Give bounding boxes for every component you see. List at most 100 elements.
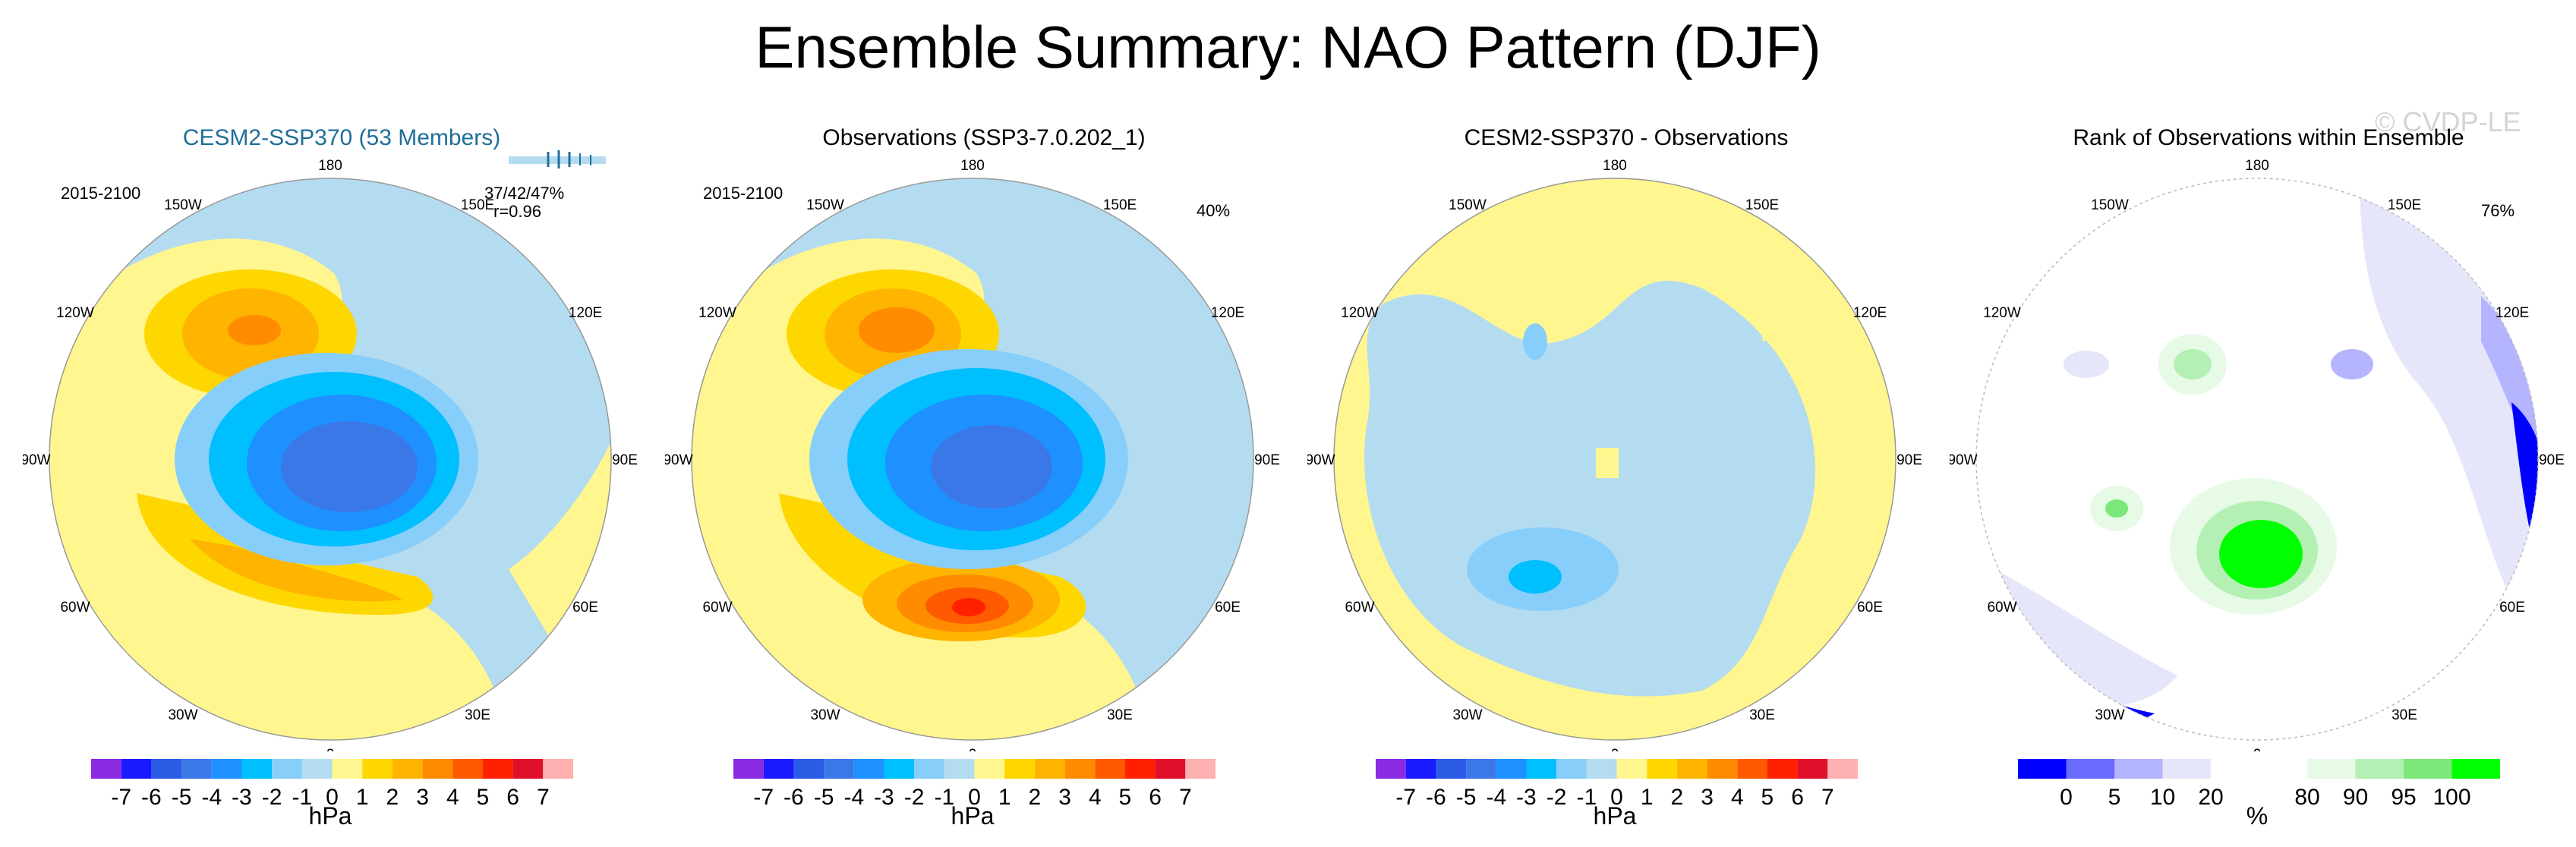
colorbar-tick-label: 7 (1821, 785, 1834, 810)
longitude-label: 30W (1452, 707, 1482, 723)
colorbar-box (241, 759, 273, 779)
colorbar-box (1095, 759, 1125, 779)
colorbar-box (2451, 759, 2500, 779)
polar-map: 180 150E 120E 90E 60E 30E 0 30W 60W 90W 120W 150W (1950, 158, 2565, 751)
longitude-label: 120E (2496, 305, 2529, 321)
longitude-label: 60E (2499, 600, 2525, 616)
colorbar-tick-label: -7 (1395, 785, 1416, 810)
longitude-label: 150W (2091, 197, 2129, 213)
colorbar-box (2066, 759, 2114, 779)
longitude-label: 60E (572, 600, 598, 616)
colorbar-box (1004, 759, 1035, 779)
colorbar-box (181, 759, 212, 779)
panel-ensemble-mean: CESM2-SSP370 (53 Members) 2015-2100 (23, 114, 661, 842)
longitude-label: 30W (168, 707, 197, 723)
percent-label: 40% (1197, 201, 1231, 220)
colorbar-box (2259, 758, 2308, 779)
longitude-label: 0 (969, 747, 977, 751)
colorbar-box (2355, 759, 2404, 779)
watermark: © CVDP-LE (2375, 106, 2521, 137)
colorbar-box (151, 759, 182, 779)
colorbar-tick-label: 3 (1058, 785, 1071, 810)
colorbar-box (543, 759, 573, 779)
colorbar-box (1496, 759, 1527, 779)
longitude-label: 120E (569, 305, 602, 321)
colorbar-tick-label: -4 (843, 785, 864, 810)
period-label: 2015-2100 (703, 184, 784, 203)
colorbar-box (392, 759, 423, 779)
colorbar-tick-label: 80 (2294, 785, 2319, 810)
longitude-label: 90E (1254, 452, 1280, 468)
longitude-label: 180 (318, 158, 342, 174)
colorbar-box (2162, 759, 2211, 779)
colorbar-tick-label: 1 (356, 785, 369, 810)
colorbar-box (512, 759, 544, 779)
longitude-label: 150W (164, 197, 202, 213)
colorbar-box (1034, 759, 1065, 779)
colorbar-tick-label: 5 (1119, 785, 1132, 810)
longitude-label: 90E (1897, 452, 1922, 468)
colorbar-box (1737, 759, 1767, 779)
longitude-label: 90W (665, 452, 693, 468)
colorbar-box (824, 759, 854, 779)
colorbar-box (1466, 759, 1496, 779)
panel-difference: CESM2-SSP370 - Observations 180 150E 120E 9… (1307, 114, 1945, 842)
longitude-label: 90W (1307, 452, 1335, 468)
panel-rank: Rank of Observations within Ensemble 76%… (1950, 114, 2576, 842)
longitude-label: 60W (1987, 600, 2016, 616)
colorbar: 0 5 10 20 80 90 95 100 % (2018, 758, 2500, 830)
colorbar-tick-label: -7 (753, 785, 774, 810)
longitude-label: 120W (698, 305, 736, 321)
panel-title: CESM2-SSP370 - Observations (1464, 125, 1789, 150)
longitude-label: 120E (1853, 305, 1887, 321)
longitude-label: 120W (56, 305, 94, 321)
colorbar-tick-label: 3 (1701, 785, 1714, 810)
colorbar-tick-label: -3 (1516, 785, 1537, 810)
colorbar-box (1376, 759, 1406, 779)
longitude-label: 180 (2245, 158, 2269, 174)
colorbar-tick-label: -2 (262, 785, 282, 810)
colorbar-box (91, 759, 121, 779)
colorbar-box (793, 759, 825, 779)
colorbar-tick-label: 1 (998, 785, 1011, 810)
colorbar-box (884, 759, 915, 779)
colorbar-box (1676, 759, 1707, 779)
colorbar-box (452, 759, 483, 779)
longitude-label: 60E (1215, 600, 1241, 616)
colorbar-box (1064, 759, 1096, 779)
longitude-label: 120W (1341, 305, 1379, 321)
colorbar-tick-label: 0 (2060, 785, 2073, 810)
longitude-label: 150W (806, 197, 844, 213)
colorbar-box (2210, 758, 2259, 779)
colorbar-tick-label: 6 (1149, 785, 1162, 810)
colorbar-tick-label: 2 (1029, 785, 1042, 810)
colorbar-box (1526, 759, 1557, 779)
colorbar: -7 -6 -5 -4 -3 -2 -1 0 1 2 3 4 5 6 7 hPa (91, 759, 573, 830)
colorbar-tick-label: 1 (1641, 785, 1654, 810)
colorbar-tick-label: -4 (201, 785, 222, 810)
stats-correlation: r=0.96 (493, 202, 541, 221)
colorbar-box (733, 759, 764, 779)
polar-map: 180 150E 120E 90E 60E 30E 0 30W 60W 90W 120W 150W (23, 150, 638, 751)
colorbar-tick-label: -3 (232, 785, 252, 810)
colorbar-unit: % (2247, 802, 2268, 830)
colorbar-tick-label: -1 (292, 785, 312, 810)
colorbar-box (1185, 759, 1215, 779)
colorbar-box (1124, 759, 1156, 779)
colorbar-tick-label: 4 (1731, 785, 1744, 810)
longitude-label: 30E (2392, 707, 2417, 723)
colorbar-tick-label: 90 (2343, 785, 2368, 810)
colorbar-tick-label: -3 (874, 785, 894, 810)
colorbar-box (1827, 759, 1858, 779)
colorbar-tick-label: 4 (1089, 785, 1102, 810)
colorbar: -7 -6 -5 -4 -3 -2 -1 0 1 2 3 4 5 6 7 hPa (1376, 759, 1858, 830)
colorbar-tick-label: -5 (1456, 785, 1477, 810)
longitude-label: 30E (1107, 707, 1133, 723)
colorbar-box (2404, 759, 2452, 779)
colorbar-box (1767, 759, 1798, 779)
colorbar-tick-label: -4 (1486, 785, 1506, 810)
colorbar-box (1405, 759, 1436, 779)
colorbar-box (1586, 759, 1617, 779)
colorbar-box (944, 759, 975, 779)
longitude-label: 30E (1749, 707, 1775, 723)
